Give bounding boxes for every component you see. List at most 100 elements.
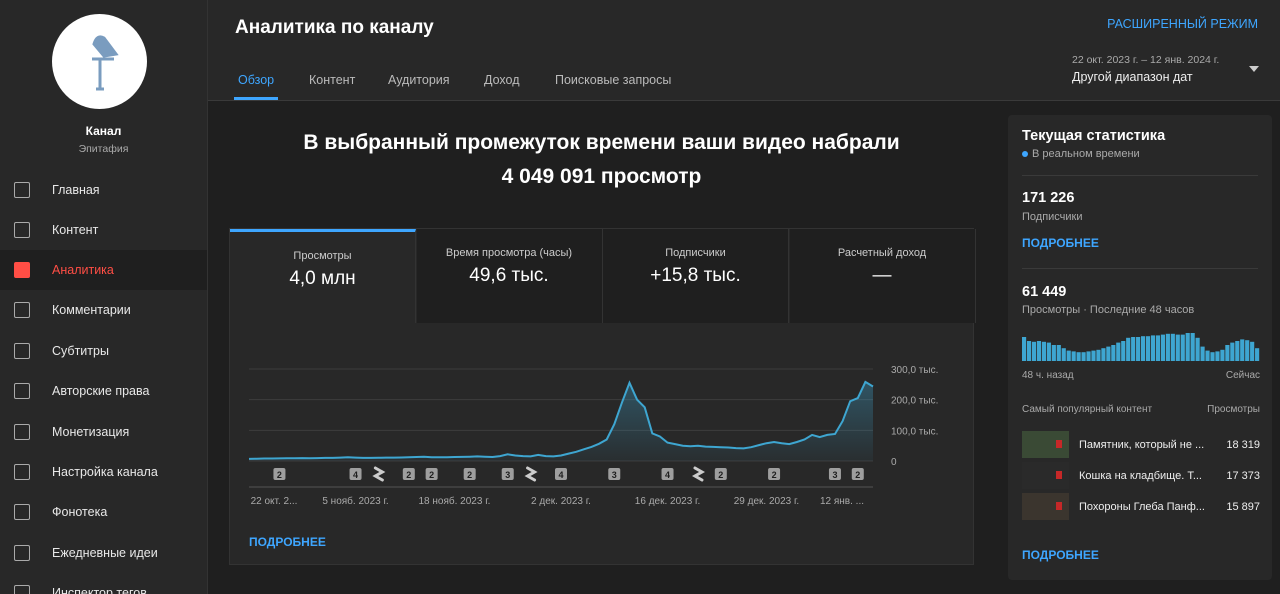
realtime-bar [1250,341,1255,361]
top-content-views-header: Просмотры [1207,404,1260,415]
nav-icon [14,464,30,480]
realtime-bar [1230,342,1235,361]
tab[interactable]: Поисковые запросы [555,73,672,87]
x-tick-label: 18 нояб. 2023 г. [419,495,491,507]
nav-label: Фонотека [52,505,108,519]
tab[interactable]: Обзор [238,73,275,87]
date-label[interactable]: Другой диапазон дат [1072,70,1193,84]
tab[interactable]: Доход [484,73,520,87]
nav-item[interactable]: Контент [0,210,207,250]
metric-label: Просмотры [293,250,352,262]
realtime-bar [1031,341,1037,361]
realtime-bar [1165,333,1170,361]
realtime-bar [1046,342,1051,361]
nav-item[interactable]: Аналитика [0,250,207,290]
realtime-bar [1041,341,1046,361]
bars-start-label: 48 ч. назад [1022,370,1074,381]
realtime-bar [1036,341,1042,361]
event-marker [349,468,362,480]
realtime-bar [1255,348,1260,361]
realtime-bar [1091,350,1096,361]
nav-item[interactable]: Комментарии [0,290,207,330]
top-content-views: 15 897 [1226,501,1260,513]
dropdown-arrow[interactable] [1248,64,1260,74]
realtime-bar [1210,352,1215,361]
views-chart: 0 100,0 тыс. 200,0 тыс. 300,0 тыс. 2 4 2 2 2 3 4 3 4… [248,365,938,507]
realtime-bar [1170,333,1175,361]
event-marker [714,468,727,480]
subscribers-more-link[interactable]: ПОДРОБНЕЕ [1022,236,1099,250]
top-content-title[interactable]: Памятник, который не ... [1079,439,1205,451]
x-tick-label: 5 нояб. 2023 г. [322,495,388,507]
event-marker-label: 3 [612,470,617,480]
realtime-bar [1185,333,1190,361]
realtime-bar [1141,336,1146,361]
views-value: 61 449 [1022,284,1067,300]
subscribers-label: Подписчики [1022,211,1083,223]
summary-line2: 4 049 091 просмотр [501,165,702,188]
realtime-bar [1190,333,1195,361]
realtime-bar [1056,345,1061,361]
top-content-title[interactable]: Похороны Глеба Панф... [1079,501,1205,513]
nav-item[interactable]: Субтитры [0,331,207,371]
event-marker-label: 3 [832,470,837,480]
event-marker [608,468,621,480]
metric-tab[interactable]: Расчетный доход — [789,229,976,323]
realtime-bar [1136,337,1141,361]
shorts-icon [691,466,705,482]
event-marker [768,468,781,480]
channel-subtitle: Эпитафия [78,143,129,155]
metric-tab[interactable]: Просмотры 4,0 млн [230,229,416,323]
header: Аналитика по каналу РАСШИРЕННЫЙ РЕЖИМ Об… [208,0,1280,101]
realtime-bar [1175,334,1180,361]
top-content-title[interactable]: Кошка на кладбище. Т... [1079,470,1202,482]
realtime-bar [1220,349,1225,361]
nav-icon [14,222,30,238]
nav-item[interactable]: Авторские права [0,371,207,411]
tab[interactable]: Аудитория [388,73,450,87]
realtime-bar [1145,336,1151,361]
shorts-icon [372,466,386,482]
thumbnail-badge [1056,471,1062,479]
event-marker [851,468,864,480]
event-marker [828,468,841,480]
event-marker [661,468,674,480]
realtime-bar [1126,337,1131,361]
event-marker-label: 2 [429,470,434,480]
nav-label: Монетизация [52,425,130,439]
realtime-bar [1071,351,1076,361]
nav-item[interactable]: Монетизация [0,412,207,452]
y-tick-label: 300,0 тыс. [891,365,938,376]
realtime-bar [1235,341,1240,361]
realtime-bar [1240,339,1245,361]
y-tick-label: 100,0 тыс. [891,426,938,437]
realtime-bar [1022,337,1027,361]
nav-item[interactable]: Настройка канала [0,452,207,492]
nav-item[interactable]: Фонотека [0,492,207,532]
shorts-icon [524,466,538,482]
event-marker [425,468,438,480]
subscribers-value: 171 226 [1022,190,1075,206]
metric-tab[interactable]: Подписчики +15,8 тыс. [603,229,789,323]
nav-item[interactable]: Главная [0,170,207,210]
channel-name: Канал [85,124,122,138]
views-line [248,380,874,460]
nav-icon [14,424,30,440]
event-marker-label: 2 [277,470,282,480]
event-marker-label: 4 [353,470,358,480]
realtime-bar [1195,337,1200,361]
nav-item[interactable]: Ежедневные идеи [0,533,207,573]
realtime-title: Текущая статистика [1022,128,1166,144]
realtime-bar [1026,341,1032,361]
nav-label: Контент [52,223,99,237]
sidebar: Канал Эпитафия Главная Контент Аналитика Ко… [0,0,208,594]
advanced-mode[interactable]: РАСШИРЕННЫЙ РЕЖИМ [1107,17,1258,31]
nav-label: Авторские права [52,384,150,398]
nav-item[interactable]: Инспектор тегов [0,573,207,594]
tab[interactable]: Контент [309,73,356,87]
nav-label: Главная [52,183,100,197]
chart-more-link[interactable]: ПОДРОБНЕЕ [249,535,326,549]
top-more-link[interactable]: ПОДРОБНЕЕ [1022,548,1099,562]
date-range: 22 окт. 2023 г. – 12 янв. 2024 г. [1072,54,1220,66]
metric-tab[interactable]: Время просмотра (часы) 49,6 тыс. [416,229,603,323]
